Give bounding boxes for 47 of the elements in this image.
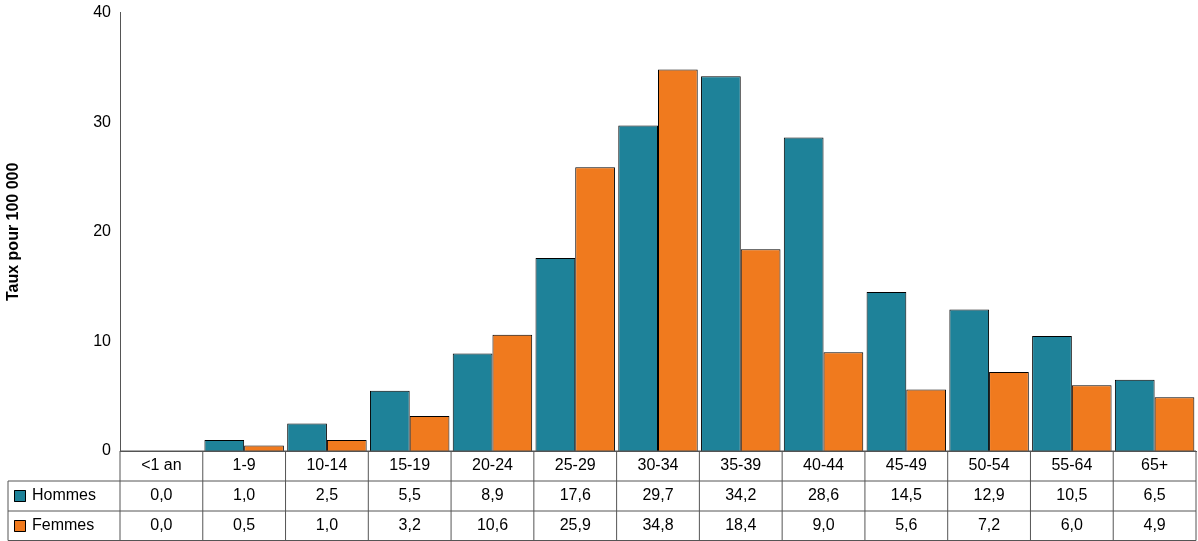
data-label: 1,0 — [233, 486, 256, 504]
x-tick-label: 30-34 — [637, 456, 679, 474]
y-axis-title: Taux pour 100 000 — [4, 162, 22, 302]
legend-label: Femmes — [32, 516, 95, 534]
data-label: 2,5 — [315, 486, 339, 504]
data-label: 5,6 — [895, 516, 918, 534]
data-label: 18,4 — [725, 516, 757, 534]
data-label: 10,6 — [476, 516, 509, 534]
x-tick-label: 20-24 — [472, 456, 514, 474]
x-tick-label: 35-39 — [720, 456, 762, 474]
data-label: 9,0 — [812, 516, 835, 534]
y-tick-label: 0 — [102, 441, 112, 459]
x-tick-label: 55-64 — [1051, 456, 1093, 474]
x-tick-label: 40-44 — [803, 456, 845, 474]
data-label: 0,0 — [150, 486, 173, 504]
data-label: 6,0 — [1060, 516, 1084, 534]
data-label: 34,2 — [725, 486, 757, 504]
y-tick-label: 40 — [93, 3, 112, 21]
data-label: 17,6 — [559, 486, 591, 504]
data-label: 4,9 — [1143, 516, 1166, 534]
data-label: 6,5 — [1143, 486, 1166, 504]
data-label: 5,5 — [398, 486, 421, 504]
y-tick-label: 20 — [93, 222, 112, 240]
data-label: 12,9 — [973, 486, 1005, 504]
x-tick-label: 15-19 — [389, 456, 431, 474]
data-label: 29,7 — [642, 486, 674, 504]
y-tick-label: 30 — [93, 112, 112, 130]
data-label: 1,0 — [315, 516, 339, 534]
data-label: 3,2 — [398, 516, 421, 534]
x-tick-label: 10-14 — [306, 456, 348, 474]
data-label: 34,8 — [642, 516, 674, 534]
legend-label: Hommes — [32, 486, 97, 504]
data-label: 25,9 — [559, 516, 591, 534]
data-label: 7,2 — [977, 516, 1001, 534]
x-tick-label: 1-9 — [232, 456, 256, 474]
data-label: 14,5 — [890, 486, 922, 504]
y-tick-label: 10 — [93, 331, 112, 349]
data-label: 10,5 — [1056, 486, 1088, 504]
data-label: 0,5 — [233, 516, 256, 534]
data-label: 28,6 — [807, 486, 840, 504]
x-tick-label: 25-29 — [554, 456, 596, 474]
x-tick-label: <1 an — [141, 456, 182, 474]
data-label: 0,0 — [150, 516, 173, 534]
x-tick-label: 45-49 — [885, 456, 927, 474]
data-label: 8,9 — [481, 486, 504, 504]
x-tick-label: 65+ — [1141, 456, 1169, 474]
x-tick-label: 50-54 — [968, 456, 1010, 474]
